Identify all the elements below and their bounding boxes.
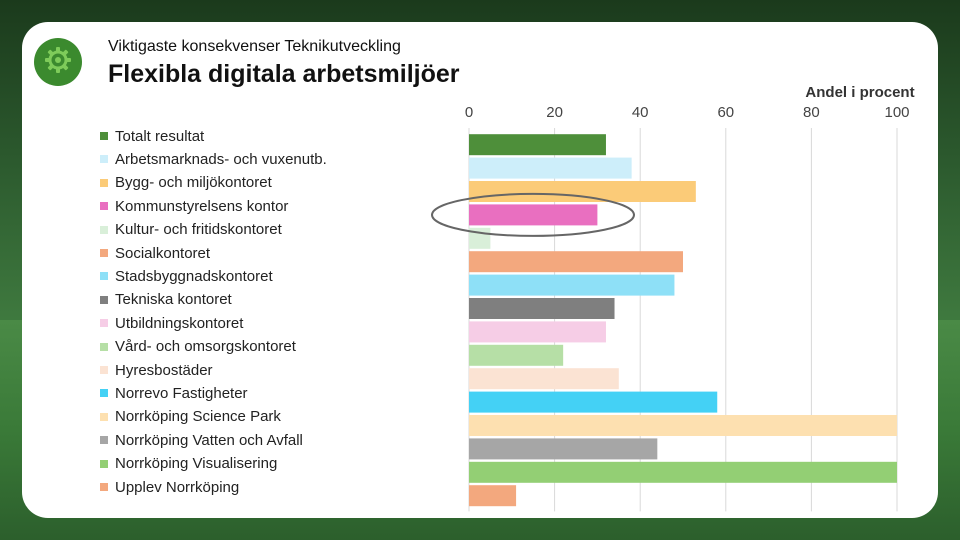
gear-icon xyxy=(43,45,73,80)
legend-label: Hyresbostäder xyxy=(115,361,213,379)
legend-label: Socialkontoret xyxy=(115,244,211,262)
legend-label: Norrköping Visualisering xyxy=(115,455,278,473)
highlight-ellipse xyxy=(431,192,635,237)
x-axis-title: Andel i procent xyxy=(805,84,915,101)
legend-label: Kommunstyrelsens kontor xyxy=(115,197,289,215)
legend-item: Hyresbostäder xyxy=(100,359,213,381)
legend-swatch xyxy=(100,389,108,398)
bar xyxy=(469,485,517,507)
slide-subtitle: Viktigaste konsekvenser Teknikutveckling xyxy=(108,38,401,55)
bar xyxy=(469,181,696,202)
x-tick-label: 20 xyxy=(546,104,563,121)
legend-label: Stadsbyggnadskontoret xyxy=(115,267,273,285)
bar xyxy=(469,157,632,179)
legend-item: Tekniska kontoret xyxy=(100,289,232,311)
logo-badge xyxy=(34,38,82,86)
legend-swatch xyxy=(100,132,108,140)
legend-label: Bygg- och miljökontoret xyxy=(115,174,272,192)
legend-swatch xyxy=(100,155,108,164)
bar xyxy=(469,415,897,436)
legend-item: Arbetsmarknads- och vuxenutb. xyxy=(100,148,327,170)
slide-title: Flexibla digitala arbetsmiljöer xyxy=(108,60,460,88)
legend-swatch xyxy=(100,483,108,491)
legend-swatch xyxy=(100,366,108,374)
bar xyxy=(469,134,606,156)
legend-item: Upplev Norrköping xyxy=(100,476,239,498)
x-tick-label: 40 xyxy=(631,104,649,121)
legend-swatch xyxy=(100,319,108,328)
bar xyxy=(469,204,598,226)
legend-swatch xyxy=(100,272,108,281)
legend-swatch xyxy=(100,412,108,421)
legend-label: Totalt resultat xyxy=(115,127,205,145)
legend-item: Norrköping Vatten och Avfall xyxy=(100,429,303,451)
legend-swatch xyxy=(100,459,108,468)
legend-swatch xyxy=(100,178,108,187)
legend-item: Norrevo Fastigheter xyxy=(100,382,248,404)
legend-swatch xyxy=(100,202,108,211)
legend-label: Utbildningskontoret xyxy=(115,314,244,332)
x-tick-label: 60 xyxy=(717,104,735,121)
legend-swatch xyxy=(100,295,108,304)
bar xyxy=(469,368,619,390)
legend-item: Vård- och omsorgskontoret xyxy=(100,336,296,358)
legend-item: Totalt resultat xyxy=(100,125,204,147)
bar xyxy=(469,251,683,273)
legend-swatch xyxy=(100,249,108,257)
legend-item: Kultur- och fritidskontoret xyxy=(100,219,282,241)
legend-label: Tekniska kontoret xyxy=(115,291,232,309)
legend-label: Norrköping Vatten och Avfall xyxy=(115,431,303,449)
bar xyxy=(469,461,897,483)
legend-item: Utbildningskontoret xyxy=(100,312,243,334)
legend-label: Kultur- och fritidskontoret xyxy=(115,221,282,239)
legend-label: Norrköping Science Park xyxy=(115,408,281,426)
legend-item: Kommunstyrelsens kontor xyxy=(100,195,288,217)
legend-label: Norrevo Fastigheter xyxy=(115,384,248,402)
legend-label: Upplev Norrköping xyxy=(115,478,240,496)
bar xyxy=(469,391,718,413)
bar xyxy=(469,321,606,343)
x-tick-label: 100 xyxy=(884,104,910,121)
bar xyxy=(469,298,615,319)
legend-swatch xyxy=(100,225,108,234)
legend-swatch xyxy=(100,342,108,351)
legend-swatch xyxy=(100,436,108,445)
bar xyxy=(469,438,658,460)
legend-item: Bygg- och miljökontoret xyxy=(100,172,272,194)
x-tick-label: 0 xyxy=(464,104,474,121)
legend-item: Norrköping Visualisering xyxy=(100,453,277,475)
legend-label: Arbetsmarknads- och vuxenutb. xyxy=(115,150,327,168)
bar xyxy=(469,344,564,366)
legend-label: Vård- och omsorgskontoret xyxy=(115,338,296,356)
x-tick-label: 80 xyxy=(803,104,820,121)
legend-item: Stadsbyggnadskontoret xyxy=(100,265,273,287)
legend-item: Norrköping Science Park xyxy=(100,406,281,428)
legend-item: Socialkontoret xyxy=(100,242,210,264)
bar xyxy=(469,274,675,296)
